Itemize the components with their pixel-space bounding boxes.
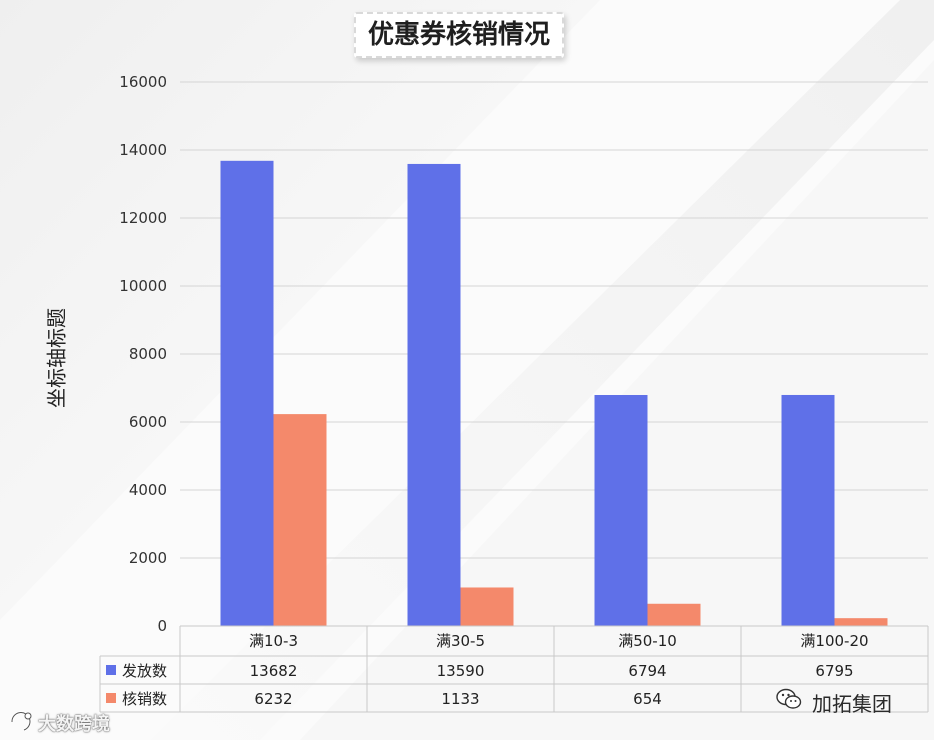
x-tick-label: 满30-5 — [436, 632, 485, 650]
wechat-icon — [776, 688, 802, 709]
y-tick-label: 2000 — [129, 549, 167, 567]
data-label: 6232 — [254, 690, 292, 708]
x-tick-label: 满10-3 — [249, 632, 298, 650]
legend-swatch — [106, 693, 116, 703]
bar-issued — [220, 160, 274, 626]
y-tick-label: 16000 — [119, 73, 167, 91]
data-label: 6795 — [815, 662, 853, 680]
y-tick-label: 10000 — [119, 277, 167, 295]
chart-title: 优惠券核销情况 — [354, 12, 565, 58]
data-label: 654 — [633, 690, 662, 708]
bars — [220, 160, 888, 626]
y-tick-label: 14000 — [119, 141, 167, 159]
bar-issued — [781, 394, 835, 626]
legend-label: 核销数 — [122, 690, 167, 708]
y-tick-label: 6000 — [129, 413, 167, 431]
bar-issued — [594, 395, 648, 626]
data-label: 13590 — [437, 662, 485, 680]
data-label: 6794 — [628, 662, 666, 680]
bar-issued — [407, 163, 461, 626]
bar-redeemed — [273, 414, 327, 626]
data-label: 1133 — [441, 690, 479, 708]
legend-label: 发放数 — [122, 662, 167, 680]
x-tick-label: 满100-20 — [800, 632, 868, 650]
y-tick-label: 0 — [157, 617, 167, 635]
bar-redeemed — [460, 587, 514, 626]
y-axis-ticks: 0 2000 4000 6000 8000 10000 12000 14000 16000 — [119, 73, 167, 635]
bar-redeemed — [834, 618, 888, 626]
watermark-right: 加拓集团 — [812, 692, 892, 716]
data-table: 满10-3 满30-5 满50-10 满100-20 发放数 13682 13590 6794… — [99, 625, 929, 713]
data-label: 13682 — [250, 662, 298, 680]
watermark-left: 大数跨境 — [38, 714, 110, 735]
legend-swatch — [106, 665, 116, 675]
y-tick-label: 12000 — [119, 209, 167, 227]
x-tick-label: 满50-10 — [618, 632, 677, 650]
y-tick-label: 4000 — [129, 481, 167, 499]
y-tick-label: 8000 — [129, 345, 167, 363]
bar-redeemed — [647, 603, 701, 626]
watermark-logo-icon — [10, 711, 32, 732]
